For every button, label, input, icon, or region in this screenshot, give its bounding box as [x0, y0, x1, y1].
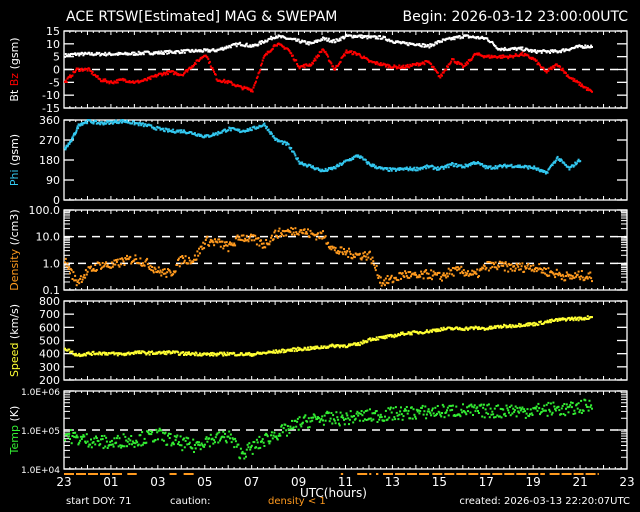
series-density — [64, 226, 593, 287]
svg-text:270: 270 — [39, 134, 60, 147]
series-phi — [64, 119, 582, 175]
svg-text:700: 700 — [39, 308, 60, 321]
svg-text:-10: -10 — [42, 89, 60, 102]
svg-text:19: 19 — [526, 475, 541, 489]
svg-text:5: 5 — [53, 51, 60, 64]
caution-label: caution: — [170, 496, 211, 507]
svg-text:200: 200 — [39, 374, 60, 387]
svg-text:-15: -15 — [42, 102, 60, 115]
chart-title: ACE RTSW[Estimated] MAG & SWEPAM — [66, 9, 338, 25]
created-time: created: 2026-03-13 22:20:07UTC — [459, 496, 630, 507]
svg-text:360: 360 — [39, 114, 60, 127]
svg-text:0: 0 — [53, 194, 60, 207]
series-speed — [64, 315, 593, 358]
panel-phi: 360 270 180 90 0 Phi (gsm) — [8, 114, 628, 207]
x-axis-ticks: 23 01 03 05 07 09 11 13 15 17 19 21 23 — [56, 475, 634, 489]
x-axis-label: UTC(hours) — [300, 486, 367, 500]
svg-text:09: 09 — [291, 475, 306, 489]
svg-text:15: 15 — [432, 475, 447, 489]
svg-text:1.0E+06: 1.0E+06 — [21, 388, 60, 398]
svg-text:-5: -5 — [49, 76, 60, 89]
svg-text:90: 90 — [46, 174, 60, 187]
density-caution-note: density < 1 — [268, 496, 326, 507]
y-axis-label-temp: Temp (K) — [8, 406, 21, 456]
svg-text:500: 500 — [39, 335, 60, 348]
y-axis-label-phi: Phi (gsm) — [8, 134, 21, 186]
svg-text:03: 03 — [150, 475, 165, 489]
series-bz — [64, 42, 593, 93]
svg-text:100.0: 100.0 — [29, 204, 61, 217]
start-doy: start DOY: 71 — [66, 496, 132, 507]
begin-time: Begin: 2026-03-12 23:00:00UTC — [402, 9, 628, 25]
svg-text:15: 15 — [46, 25, 60, 38]
y-axis-label-density: Density (/cm3) — [8, 209, 21, 290]
svg-text:23: 23 — [619, 475, 634, 489]
svg-text:11: 11 — [338, 475, 353, 489]
svg-text:800: 800 — [39, 295, 60, 308]
y-axis-label-speed: Speed (km/s) — [8, 304, 21, 377]
svg-text:05: 05 — [197, 475, 212, 489]
svg-text:0.1: 0.1 — [43, 284, 61, 297]
svg-text:1.0E+05: 1.0E+05 — [21, 427, 60, 437]
svg-text:300: 300 — [39, 361, 60, 374]
svg-text:13: 13 — [385, 475, 400, 489]
svg-text:400: 400 — [39, 348, 60, 361]
y-axis-label-mag: Bt Bz (gsm) — [8, 37, 21, 101]
svg-text:600: 600 — [39, 321, 60, 334]
svg-text:17: 17 — [479, 475, 494, 489]
svg-text:21: 21 — [572, 475, 587, 489]
svg-text:07: 07 — [244, 475, 259, 489]
svg-text:10.0: 10.0 — [36, 231, 61, 244]
series-bt — [64, 33, 593, 58]
svg-text:23: 23 — [56, 475, 71, 489]
svg-text:1.0E+04: 1.0E+04 — [21, 466, 60, 476]
svg-text:0: 0 — [53, 64, 60, 77]
svg-text:1.0: 1.0 — [43, 257, 61, 270]
svg-text:180: 180 — [39, 154, 60, 167]
panel-density: 100.0 10.0 1.0 0.1 Density (/cm3) — [8, 204, 628, 297]
svg-text:10: 10 — [46, 38, 60, 51]
svg-text:01: 01 — [103, 475, 118, 489]
series-temp — [64, 398, 593, 460]
